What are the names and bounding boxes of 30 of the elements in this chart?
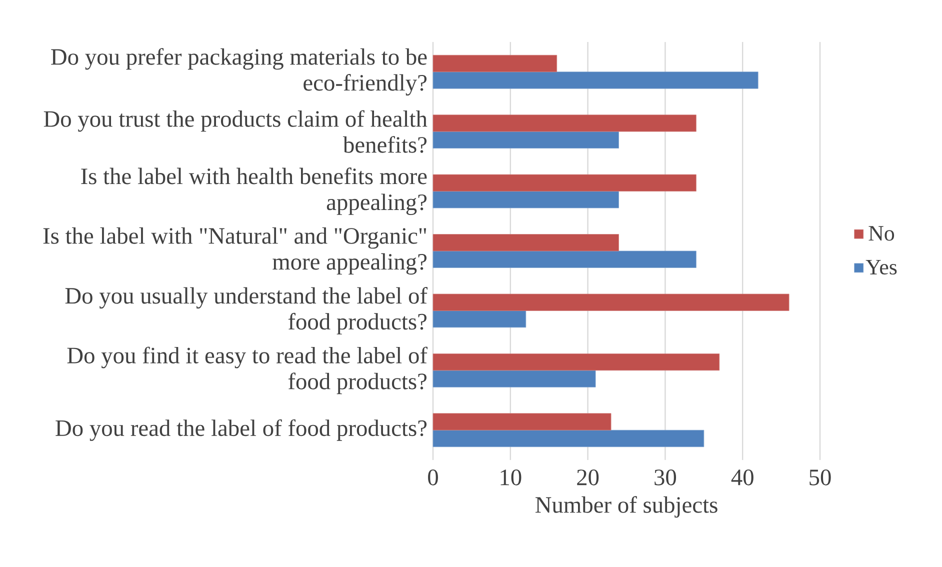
y-tick-label: Do you find it easy to read the label of food products? [67, 346, 428, 394]
bar [432, 294, 790, 311]
y-tick-label: Do you read the label of food products? [56, 419, 427, 441]
y-tick-label: Do you trust the products claim of health benefits? [44, 110, 428, 153]
x-tick-label: 10 [500, 470, 522, 486]
bar [432, 131, 619, 148]
bar [432, 114, 696, 132]
y-tick-label: Do you prefer packaging materials to be eco-friendly? [51, 48, 427, 96]
legend-label: No [868, 226, 894, 241]
bar [432, 354, 720, 371]
bar [432, 250, 696, 268]
y-tick-label: Is the label with health benefits more appealing? [81, 168, 427, 215]
x-tick-label: 40 [731, 470, 754, 486]
y-tick-label: Do you usually understand the label of food products? [65, 287, 428, 334]
y-tick-label: Is the label with "Natural" and "Organic" more appealing? [43, 227, 427, 275]
bar [432, 72, 758, 89]
bar [432, 413, 612, 430]
legend-label: Yes [866, 260, 897, 275]
bar [432, 54, 558, 72]
bar [432, 191, 619, 208]
x-axis-title: Number of subjects [536, 496, 718, 518]
x-tick-label: 20 [577, 470, 599, 486]
bar [432, 430, 704, 448]
bar [432, 174, 696, 192]
bar [432, 370, 596, 388]
bar [432, 310, 526, 328]
bar [432, 234, 619, 252]
x-tick-label: 0 [428, 470, 438, 486]
x-tick-label: 30 [654, 470, 676, 486]
x-tick-label: 50 [810, 470, 831, 486]
